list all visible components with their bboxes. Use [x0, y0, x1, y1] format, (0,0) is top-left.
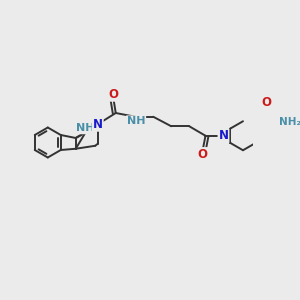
- Text: N: N: [93, 118, 103, 131]
- Text: O: O: [197, 148, 208, 161]
- Text: O: O: [261, 96, 271, 109]
- Text: NH₂: NH₂: [279, 117, 300, 127]
- Text: NH: NH: [127, 116, 145, 126]
- Text: O: O: [108, 88, 118, 101]
- Text: NH: NH: [76, 123, 94, 134]
- Text: N: N: [218, 129, 229, 142]
